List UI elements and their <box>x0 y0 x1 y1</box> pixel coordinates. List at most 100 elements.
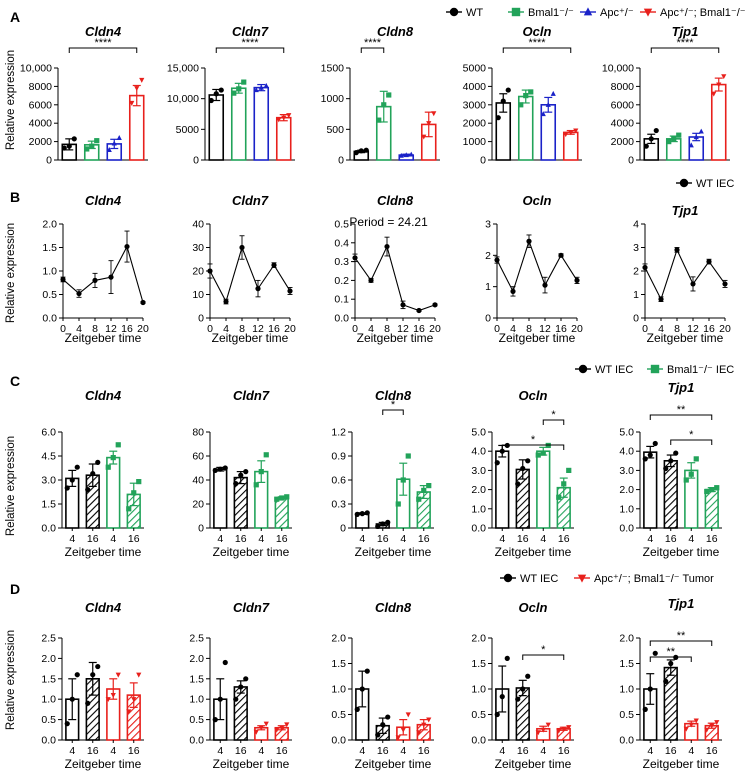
legend-marker <box>511 7 521 17</box>
data-point <box>271 262 277 268</box>
data-point <box>263 82 269 88</box>
data-point <box>90 471 96 477</box>
data-point <box>525 458 531 464</box>
data-point <box>243 469 249 475</box>
data-point <box>683 726 689 732</box>
data-point <box>558 252 564 258</box>
series-line <box>209 245 291 304</box>
data-point <box>124 243 130 250</box>
x-tick-label: 0 <box>207 323 213 335</box>
chart-title: Cldn4 <box>85 388 122 403</box>
y-tick-label: 2.0 <box>619 633 634 645</box>
data-point <box>64 485 70 491</box>
y-tick-label: 1.0 <box>471 503 486 515</box>
y-axis-label: Relative expression <box>5 436 17 536</box>
x-axis-label: Zeitgeber time <box>212 331 289 345</box>
data-point <box>518 102 524 108</box>
panel-D: D WT IEC Apc⁺/⁻; Bmal1⁻/⁻ Tumor Relative ex… <box>5 573 722 771</box>
y-tick-label: 0 <box>193 155 199 167</box>
data-point <box>61 145 67 151</box>
legend-label: Apc⁺/⁻ <box>600 7 634 19</box>
chart-D-Tjp1: Tjp1 0.0 0.5 1.0 1.5 2.0 4 16 4 16 **** Zeitgeber t… <box>619 596 722 771</box>
data-point <box>573 128 579 134</box>
data-point <box>384 243 390 250</box>
x-tick-label: 8 <box>239 323 245 335</box>
data-point <box>60 276 66 283</box>
data-point <box>566 725 572 731</box>
legend-item: Apc⁺/⁻; Bmal1⁻/⁻ <box>640 7 746 19</box>
y-tick-label: 0.2 <box>334 275 349 287</box>
data-point <box>354 706 360 713</box>
x-tick-label: 16 <box>128 745 140 757</box>
significance-label: ** <box>666 646 675 658</box>
data-point <box>542 282 548 288</box>
y-tick-label: 10,000 <box>20 63 52 75</box>
data-point <box>426 121 432 127</box>
y-tick-label: 2.0 <box>42 219 57 231</box>
x-tick-label: 4 <box>76 323 82 335</box>
x-tick-label: 4 <box>110 745 116 757</box>
data-point <box>111 140 117 146</box>
legend-item: WT <box>446 7 483 19</box>
data-point <box>140 299 146 306</box>
x-tick-label: 12 <box>687 323 699 335</box>
y-tick-label: 0 <box>338 155 344 167</box>
y-tick-label: 2000 <box>29 136 53 148</box>
x-tick-label: 4 <box>110 533 116 545</box>
y-tick-label: 1.0 <box>471 684 486 696</box>
chart-C-Cldn8: Cldn8 0 0.3 0.6 0.9 1.2 4 16 4 16 * Zeitgeber time <box>331 388 434 559</box>
significance-bracket <box>382 409 404 415</box>
x-axis-label: Zeitgeber time <box>355 545 432 559</box>
y-tick-label: 5000 <box>176 124 200 136</box>
data-point <box>110 455 116 461</box>
data-point <box>653 127 659 134</box>
data-point <box>274 496 280 502</box>
x-axis-label: Zeitgeber time <box>643 757 720 771</box>
y-tick-label: 3000 <box>463 99 487 111</box>
x-tick-label: 16 <box>517 533 529 545</box>
y-tick-label: 0.0 <box>41 735 56 747</box>
chart-title: Ocln <box>519 600 548 615</box>
y-tick-label: 1.5 <box>331 658 346 670</box>
series-line <box>644 248 726 301</box>
data-point <box>416 307 422 314</box>
data-point <box>416 496 422 502</box>
data-point <box>380 722 386 728</box>
data-point <box>528 89 534 95</box>
data-point <box>709 723 715 729</box>
x-tick-label: 8 <box>674 323 680 335</box>
data-point <box>398 152 404 158</box>
x-tick-label: 16 <box>276 745 288 757</box>
x-tick-label: 16 <box>558 533 570 545</box>
data-point <box>540 450 546 456</box>
significance-bracket <box>68 47 138 53</box>
data-point <box>432 302 438 308</box>
data-point <box>711 91 717 97</box>
x-tick-label: 16 <box>377 745 389 757</box>
data-point <box>241 79 247 85</box>
data-point <box>136 479 142 485</box>
bar <box>704 488 719 529</box>
y-tick-label: 1 <box>633 289 639 301</box>
legend-item: Bmal1⁻/⁻ IEC <box>647 364 734 376</box>
bar <box>253 86 270 161</box>
data-point <box>375 523 381 530</box>
y-tick-label: 1.0 <box>189 694 204 706</box>
data-point <box>134 86 140 92</box>
y-tick-label: 0.0 <box>471 735 486 747</box>
x-tick-label: 4 <box>217 533 223 545</box>
chart-title: Ocln <box>523 193 552 208</box>
y-tick-label: 2 <box>633 266 639 278</box>
data-point <box>693 456 699 462</box>
y-tick-label: 10,000 <box>602 63 634 75</box>
data-point <box>263 721 269 727</box>
chart-title: Cldn4 <box>85 193 122 208</box>
y-tick-label: 2.0 <box>189 653 204 665</box>
data-point <box>66 143 72 149</box>
data-point <box>706 259 712 265</box>
data-point <box>115 672 121 678</box>
x-axis-label: Zeitgeber time <box>65 757 142 771</box>
data-point <box>666 139 672 145</box>
